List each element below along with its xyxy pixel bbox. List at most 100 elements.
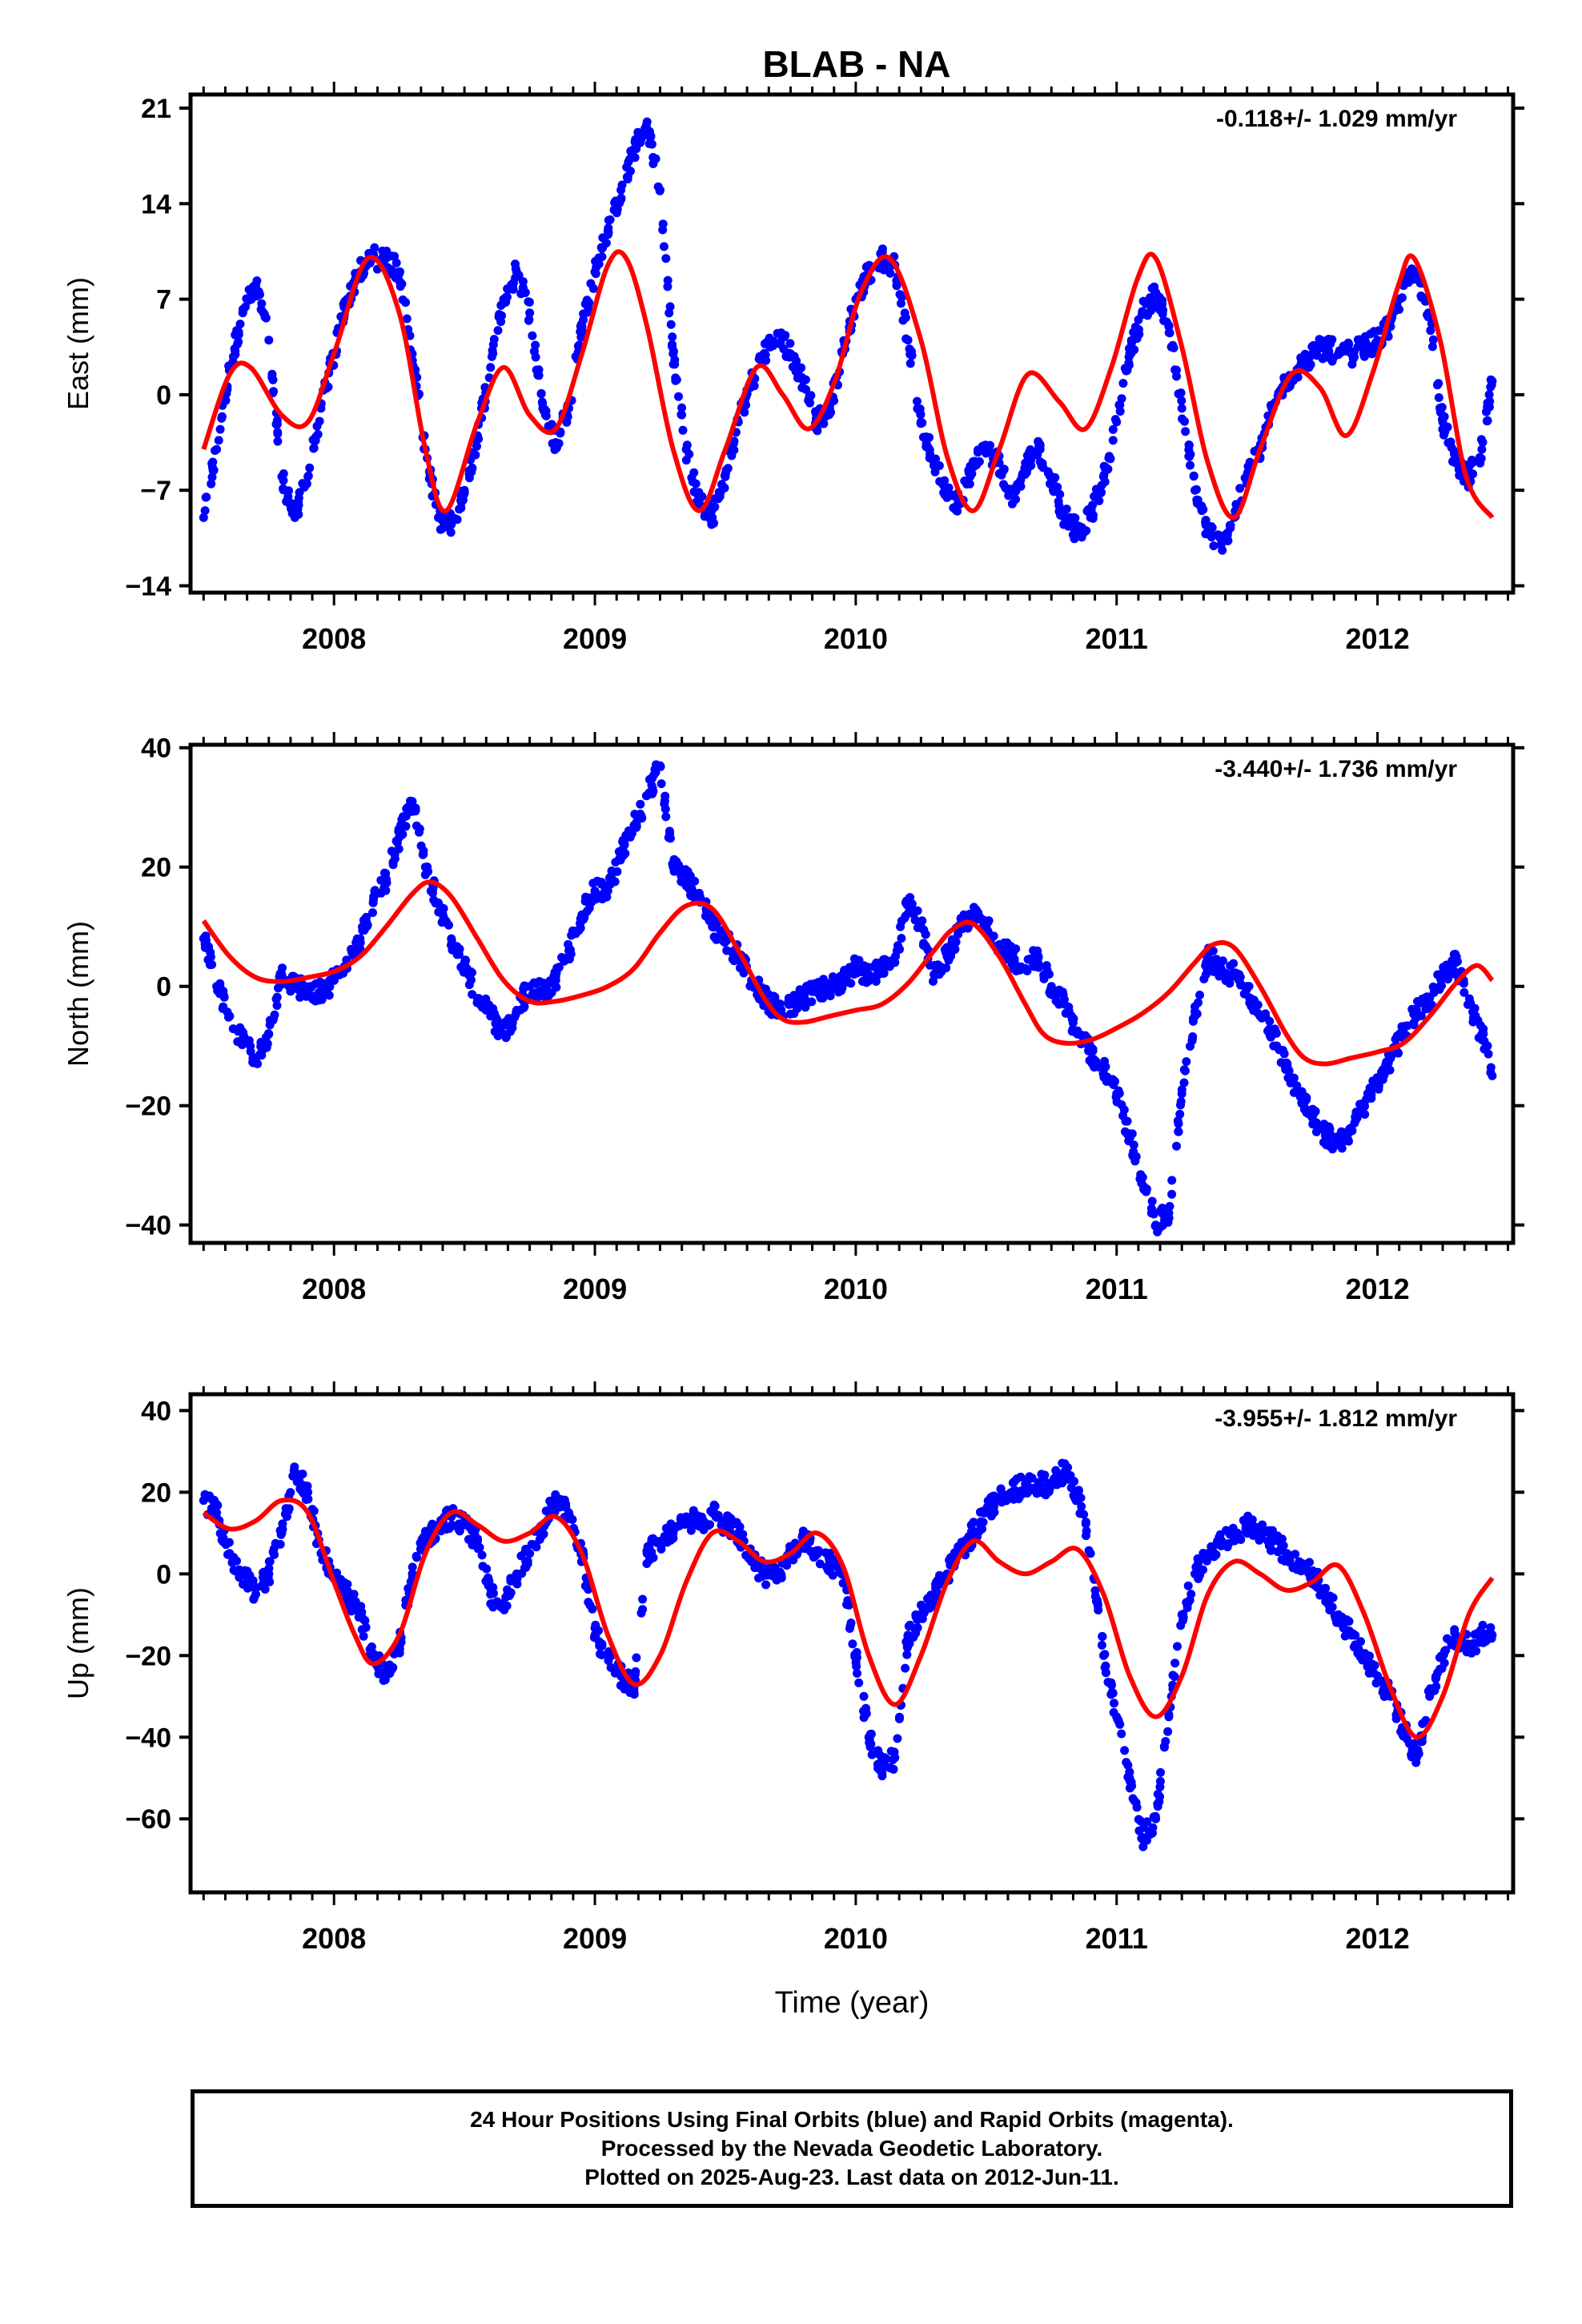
y-tick-label: 21 <box>141 94 171 124</box>
observation-point <box>294 493 303 503</box>
observation-point <box>668 332 677 342</box>
observation-point <box>1338 345 1347 355</box>
observation-point <box>423 862 432 871</box>
observation-point <box>1090 1063 1099 1072</box>
observation-point <box>231 346 240 356</box>
observation-point <box>584 903 594 913</box>
observation-point <box>1374 326 1383 336</box>
observation-point <box>723 1522 733 1532</box>
observation-point <box>1452 968 1461 978</box>
y-tick-label: 14 <box>141 189 171 219</box>
observation-point <box>1126 336 1136 345</box>
observation-points <box>199 1458 1497 1852</box>
observation-point <box>452 942 461 951</box>
observation-point <box>491 1598 500 1607</box>
observation-point <box>556 427 565 436</box>
observation-point <box>541 993 551 1003</box>
observation-point <box>594 891 604 899</box>
observation-point <box>996 1496 1006 1506</box>
y-tick-label: 40 <box>141 1396 171 1426</box>
observation-point <box>656 779 666 789</box>
observation-point <box>1081 1031 1090 1040</box>
observation-point <box>1002 484 1011 493</box>
y-tick-label: −60 <box>125 1804 171 1835</box>
observation-point <box>1223 530 1232 540</box>
observation-point <box>1350 1630 1359 1640</box>
observation-point <box>905 1638 914 1648</box>
observation-point <box>1379 1692 1389 1701</box>
observation-point <box>901 1663 910 1673</box>
observation-point <box>273 429 283 439</box>
observation-point <box>1271 1027 1280 1036</box>
observation-point <box>234 337 243 347</box>
observation-point <box>1142 311 1152 320</box>
observation-point <box>397 279 407 288</box>
observation-point <box>644 788 654 798</box>
observation-point <box>229 1553 239 1562</box>
observation-point <box>663 275 673 285</box>
observation-point <box>361 1622 371 1632</box>
observation-point <box>504 284 514 294</box>
observation-point <box>857 977 867 986</box>
observation-point <box>370 243 379 252</box>
observation-point <box>897 934 906 943</box>
observation-point <box>271 995 281 1003</box>
observation-point <box>1460 987 1469 997</box>
x-tick-label: 2009 <box>563 1922 627 1955</box>
observation-point <box>1106 1690 1116 1699</box>
observation-point <box>244 1581 254 1590</box>
observation-point <box>1397 293 1407 303</box>
observation-point <box>303 1487 313 1497</box>
observation-point <box>918 1606 928 1615</box>
observation-point <box>1153 1227 1162 1236</box>
observation-point <box>213 1501 223 1510</box>
observation-point <box>1265 1016 1275 1026</box>
x-tick-label: 2009 <box>563 1273 627 1305</box>
observation-point <box>1186 1590 1196 1599</box>
observation-point <box>477 1550 487 1560</box>
observation-point <box>777 1573 786 1582</box>
observation-point <box>218 1003 227 1013</box>
observation-point <box>1142 1835 1151 1845</box>
observation-point <box>347 947 356 957</box>
observation-point <box>1173 1116 1182 1126</box>
observation-point <box>1026 1485 1036 1494</box>
observation-point <box>617 180 627 190</box>
observation-point <box>1051 1466 1061 1475</box>
observation-point <box>279 485 288 495</box>
observation-point <box>1170 1659 1180 1668</box>
observation-point <box>1034 960 1043 970</box>
observation-point <box>721 470 730 480</box>
observation-point <box>251 1582 261 1592</box>
observation-point <box>709 518 718 528</box>
observation-point <box>401 811 411 821</box>
observation-point <box>935 1570 944 1580</box>
observation-point <box>1403 1735 1412 1744</box>
observation-point <box>272 1001 282 1011</box>
observation-point <box>1293 372 1303 382</box>
observation-point <box>629 1690 639 1699</box>
observation-point <box>656 185 665 195</box>
observation-point <box>848 1639 857 1649</box>
observation-point <box>636 135 646 144</box>
observation-point <box>1350 352 1359 362</box>
observation-point <box>1060 1459 1070 1469</box>
observation-point <box>363 922 372 931</box>
observation-point <box>815 1559 825 1569</box>
observation-point <box>828 1570 837 1580</box>
observation-point <box>900 308 909 318</box>
observation-point <box>1199 975 1209 983</box>
observation-point <box>274 983 283 993</box>
observation-point <box>873 1746 883 1755</box>
observation-point <box>845 1624 854 1633</box>
observation-point <box>1477 444 1487 454</box>
observation-point <box>1437 403 1447 412</box>
observation-point <box>1443 1634 1452 1643</box>
observation-point <box>982 917 992 927</box>
observation-point <box>669 347 678 356</box>
observation-point <box>217 413 227 423</box>
observation-point <box>1434 379 1443 388</box>
observation-point <box>1070 1477 1079 1486</box>
x-tick-label: 2008 <box>302 1273 366 1305</box>
x-tick-label: 2008 <box>302 622 366 655</box>
